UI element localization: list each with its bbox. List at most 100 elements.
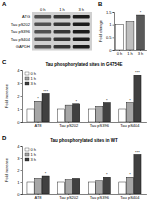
x-axis: 0 h 1 h 3 h xyxy=(115,50,147,56)
x-tick: 0 h xyxy=(117,50,123,56)
blot-band xyxy=(34,22,51,26)
y-tick: 3 xyxy=(17,156,22,161)
bar xyxy=(119,109,126,122)
legend-swatch xyxy=(25,82,29,85)
significance: * xyxy=(140,10,142,15)
bar xyxy=(65,180,72,194)
bars xyxy=(27,75,141,122)
bar xyxy=(126,177,133,194)
y-tick: 1 xyxy=(109,22,114,27)
x-tick-label: AT8 xyxy=(35,123,43,128)
blot-band xyxy=(34,15,51,19)
y-tick-label: 1 xyxy=(17,107,20,112)
x-tick-label: Tau pS202 xyxy=(59,195,79,200)
legend-swatch xyxy=(25,72,29,75)
x-tick: AT8 xyxy=(35,122,43,128)
x-tick-label: 1 h xyxy=(127,51,133,56)
bar xyxy=(103,177,110,194)
x-tick-label: Tau pS396 xyxy=(90,123,110,128)
y-tick-label: 0 xyxy=(17,120,20,125)
panel-letter: D xyxy=(2,135,7,141)
y-tick-label: 0.5 xyxy=(106,35,112,40)
y-tick-mark xyxy=(21,109,23,110)
y-tick-label: 1 xyxy=(109,22,112,27)
blot-band xyxy=(54,22,71,26)
x-tick-label: AT8 xyxy=(35,195,43,200)
y-axis-title: Fold change xyxy=(98,19,103,42)
bar xyxy=(27,109,34,122)
significance: * xyxy=(75,99,77,104)
row-label: Tau pS396 xyxy=(11,29,31,34)
bar xyxy=(73,178,80,194)
y-tick-mark xyxy=(113,25,115,26)
x-tick-label: 3 h xyxy=(138,51,144,56)
panel-letter: C xyxy=(2,59,7,65)
bar xyxy=(34,101,41,122)
y-tick-mark xyxy=(21,83,23,84)
y-tick-label: 1.5 xyxy=(106,10,112,15)
y-tick-mark xyxy=(113,50,115,51)
x-tick: Tau pS404 xyxy=(120,194,140,200)
y-tick-label: 2 xyxy=(17,168,20,173)
x-tick: Tau pS396 xyxy=(90,194,110,200)
y-tick-mark xyxy=(21,170,23,171)
panel-letter: B xyxy=(98,1,103,7)
chart-panel: CTau phosphorylated sites in G4754E*****… xyxy=(2,59,147,128)
blot-band xyxy=(34,37,51,41)
x-tick-label: Tau pS404 xyxy=(120,123,140,128)
significance: *** xyxy=(43,89,48,94)
bar xyxy=(96,106,103,122)
blot-band xyxy=(54,30,71,34)
blot-band xyxy=(73,45,90,49)
y-tick-mark xyxy=(21,122,23,123)
bar xyxy=(119,182,126,194)
x-tick: 3 h xyxy=(138,50,144,56)
y-tick: 1 xyxy=(17,107,22,112)
y-tick: 4 xyxy=(17,144,22,149)
legend-swatch xyxy=(25,153,29,156)
row-label: Tau pS404 xyxy=(11,37,31,42)
lane-label: 0 h xyxy=(40,7,46,12)
x-tick: AT8 xyxy=(35,194,43,200)
lane-label: 3 h xyxy=(78,7,84,12)
x-axis: AT8 Tau pS202 Tau pS396 Tau pS404 xyxy=(23,194,147,200)
legend: 0 h1 h3 h xyxy=(25,71,36,86)
figure: A0 h1 h3 hATGTau pS202Tau pS396Tau pS404… xyxy=(0,0,150,205)
y-tick: 3 xyxy=(17,81,22,86)
significance: *** xyxy=(135,150,140,155)
y-tick-mark xyxy=(113,12,115,13)
y-axis-title: Fold increase xyxy=(4,157,9,182)
row-label: GAPDH xyxy=(16,44,30,49)
legend-label: 3 h xyxy=(31,157,37,162)
blot-panel: A0 h1 h3 hATGTau pS202Tau pS396Tau pS404… xyxy=(2,1,92,51)
chart-title: Tau phosphorylated sites in G4754E xyxy=(45,62,122,67)
x-axis: AT8Tau pS202Tau pS396Tau pS404 xyxy=(23,122,147,128)
y-tick: 0 xyxy=(109,48,114,53)
chart-panel: DTau phosphorylated sites in WT******012… xyxy=(2,135,147,200)
significance: * xyxy=(129,172,131,177)
bars xyxy=(116,15,145,50)
y-axis: 0 1 2 3 4 xyxy=(17,144,22,197)
blot-band xyxy=(73,22,90,26)
significance: *** xyxy=(135,70,140,75)
y-tick-mark xyxy=(21,182,23,183)
bar xyxy=(88,109,95,122)
bar xyxy=(137,15,145,50)
x-tick-label: 0 h xyxy=(117,51,123,56)
row-label: Tau pS202 xyxy=(11,22,31,27)
bar xyxy=(103,103,110,123)
y-tick: 1 xyxy=(17,180,22,185)
y-tick-mark xyxy=(113,37,115,38)
y-tick: 0 xyxy=(17,192,22,197)
significance: * xyxy=(106,98,108,103)
legend-label: 3 h xyxy=(31,81,37,86)
x-tick: 1 h xyxy=(127,50,133,56)
y-tick-label: 2 xyxy=(17,94,20,99)
bar xyxy=(58,182,65,194)
y-axis-line xyxy=(21,71,23,123)
blot-band xyxy=(34,45,51,49)
y-tick-label: 4 xyxy=(17,68,20,73)
bar xyxy=(134,75,141,122)
y-tick: 4 xyxy=(17,68,22,73)
x-tick-label: Tau pS404 xyxy=(120,195,140,200)
